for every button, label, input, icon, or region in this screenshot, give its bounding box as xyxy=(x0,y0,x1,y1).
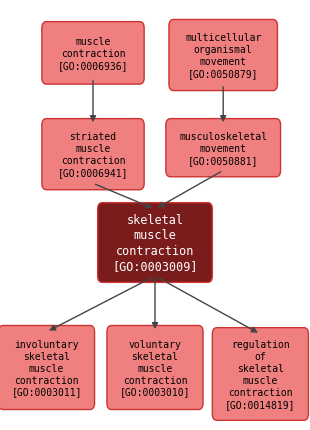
Text: voluntary
skeletal
muscle
contraction
[GO:0003010]: voluntary skeletal muscle contraction [G… xyxy=(120,339,190,396)
FancyBboxPatch shape xyxy=(166,119,281,177)
Text: involuntary
skeletal
muscle
contraction
[GO:0003011]: involuntary skeletal muscle contraction … xyxy=(11,339,82,396)
FancyBboxPatch shape xyxy=(169,20,277,91)
Text: striated
muscle
contraction
[GO:0006941]: striated muscle contraction [GO:0006941] xyxy=(58,132,128,178)
Text: multicellular
organismal
movement
[GO:0050879]: multicellular organismal movement [GO:00… xyxy=(185,33,261,79)
Text: regulation
of
skeletal
muscle
contraction
[GO:0014819]: regulation of skeletal muscle contractio… xyxy=(225,339,296,409)
FancyBboxPatch shape xyxy=(0,326,95,409)
FancyBboxPatch shape xyxy=(42,22,144,85)
FancyBboxPatch shape xyxy=(98,203,212,283)
Text: musculoskeletal
movement
[GO:0050881]: musculoskeletal movement [GO:0050881] xyxy=(179,132,267,165)
FancyBboxPatch shape xyxy=(107,326,203,409)
Text: muscle
contraction
[GO:0006936]: muscle contraction [GO:0006936] xyxy=(58,37,128,71)
FancyBboxPatch shape xyxy=(212,328,308,421)
FancyBboxPatch shape xyxy=(42,119,144,190)
Text: skeletal
muscle
contraction
[GO:0003009]: skeletal muscle contraction [GO:0003009] xyxy=(112,213,198,273)
